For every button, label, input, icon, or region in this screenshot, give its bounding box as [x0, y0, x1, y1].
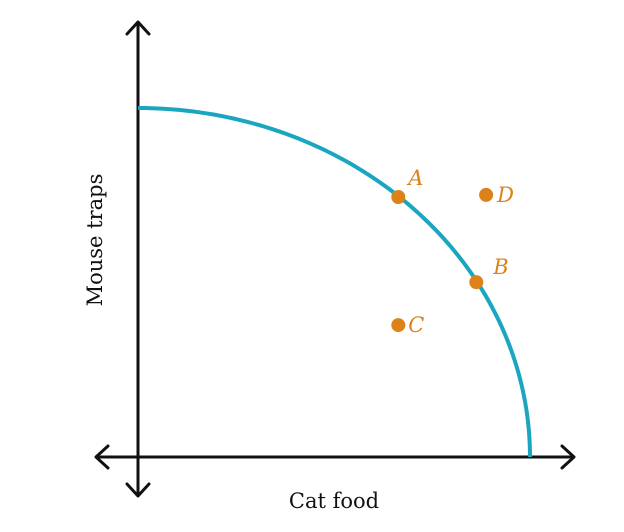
point-b — [469, 275, 484, 290]
point-label-b: B — [492, 255, 508, 279]
x-axis-title: Cat food — [289, 489, 379, 513]
x-axis-left-arrow-icon — [94, 444, 110, 470]
point-label-d: D — [496, 183, 514, 207]
point-a — [391, 189, 406, 204]
x-axis — [94, 444, 576, 470]
y-axis-title: Mouse traps — [83, 174, 107, 307]
point-label-a: A — [406, 166, 423, 190]
y-axis — [125, 20, 151, 498]
y-axis-down-arrow-icon — [125, 482, 151, 498]
production-possibilities-frontier — [137, 106, 532, 458]
point-label-c: C — [408, 313, 424, 337]
y-axis-up-arrow-icon — [125, 20, 151, 36]
points-layer: A B C D — [391, 166, 514, 337]
point-c — [391, 318, 406, 333]
x-axis-right-arrow-icon — [560, 444, 576, 470]
point-d — [479, 187, 494, 202]
